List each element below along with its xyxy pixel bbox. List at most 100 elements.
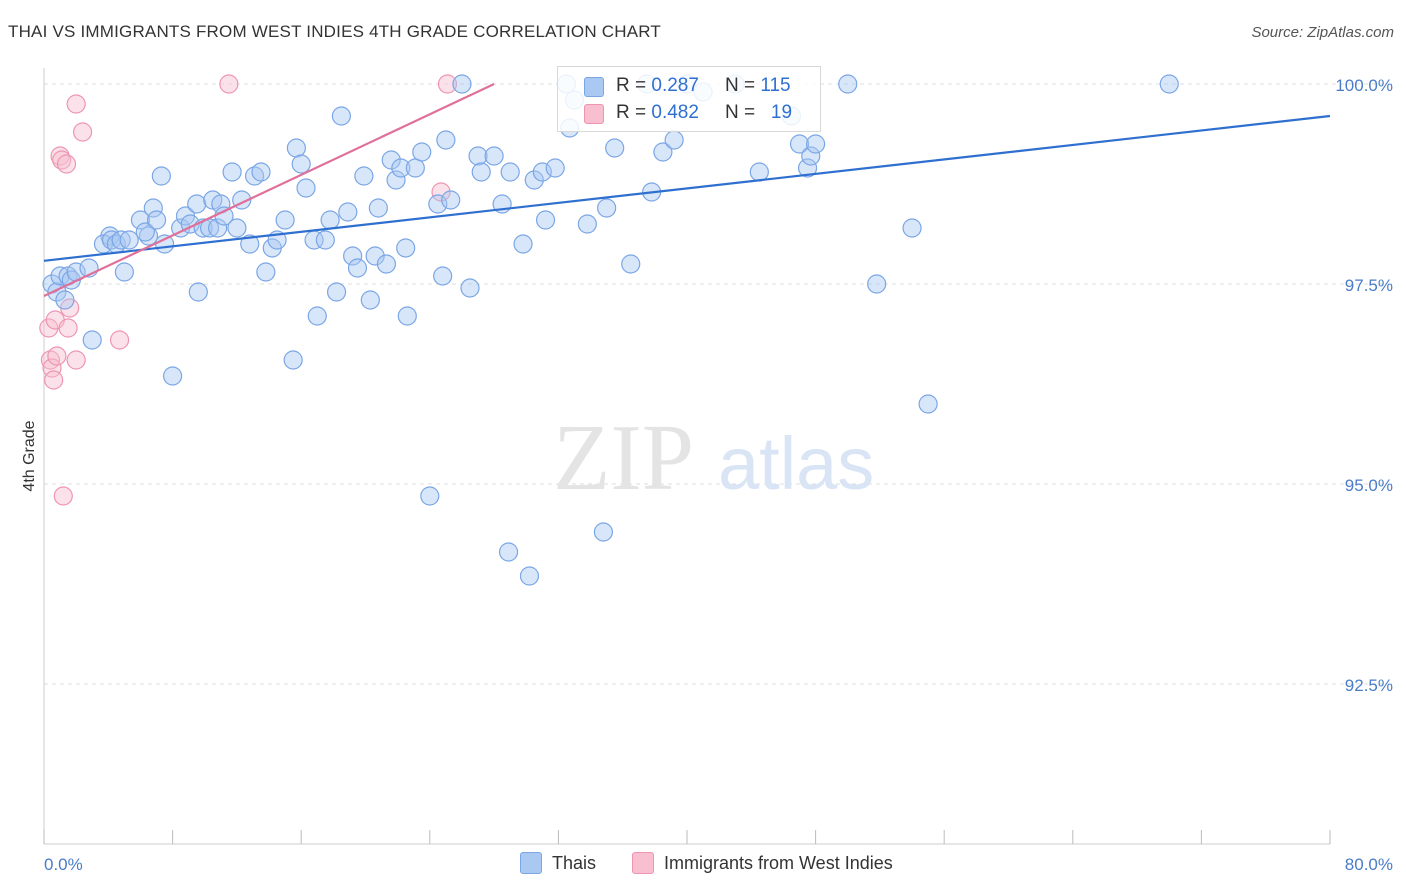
thais-point bbox=[130, 210, 151, 230]
thais-point bbox=[805, 134, 826, 154]
west-indies-point bbox=[42, 358, 62, 378]
thais-point bbox=[143, 198, 163, 218]
series-thais-points bbox=[42, 74, 1179, 586]
west-indies-point bbox=[66, 94, 86, 114]
series-legend-swatch-thais bbox=[520, 852, 542, 874]
legend-row-thais: R = 0.287 N = 115 bbox=[616, 73, 791, 99]
thais-point bbox=[405, 158, 425, 178]
thais-point bbox=[524, 170, 544, 190]
thais-trend-line bbox=[43, 114, 1331, 262]
series-legend-thais: Thais bbox=[520, 852, 596, 874]
thais-point bbox=[918, 394, 938, 414]
thais-point bbox=[187, 194, 207, 214]
y-axis-title: 4th Grade bbox=[21, 420, 38, 491]
y-tick-label: 100.0% bbox=[1335, 76, 1393, 95]
thais-point bbox=[789, 134, 810, 154]
thais-point bbox=[484, 146, 504, 166]
thais-point bbox=[391, 158, 411, 178]
thais-point bbox=[251, 162, 271, 182]
thais-point bbox=[343, 246, 363, 266]
legend-r-value-west-indies: 0.482 bbox=[651, 102, 699, 123]
thais-point bbox=[902, 218, 922, 238]
legend-swatch-west-indies bbox=[584, 104, 604, 124]
thais-point bbox=[593, 522, 614, 542]
trend-lines bbox=[43, 83, 1331, 297]
thais-point bbox=[326, 282, 347, 302]
stats-legend: R = 0.287 N = 115 R = 0.482 N = 19 bbox=[557, 66, 821, 132]
thais-point bbox=[222, 162, 242, 182]
west-indies-point bbox=[437, 74, 458, 94]
west-indies-point bbox=[47, 346, 67, 366]
series-legend-west-indies: Immigrants from West Indies bbox=[632, 852, 893, 874]
thais-point bbox=[151, 166, 171, 186]
thais-point bbox=[605, 138, 625, 158]
thais-point bbox=[347, 258, 368, 278]
thais-point bbox=[412, 142, 432, 162]
thais-point bbox=[240, 234, 260, 254]
thais-point bbox=[146, 210, 167, 230]
series-legend-label-west-indies: Immigrants from West Indies bbox=[664, 852, 893, 873]
thais-point bbox=[838, 74, 858, 94]
legend-r-label: R = bbox=[616, 75, 647, 96]
west-indies-point bbox=[44, 370, 64, 390]
thais-point bbox=[315, 230, 335, 250]
thais-point bbox=[532, 162, 552, 182]
thais-point bbox=[114, 262, 134, 282]
legend-r-label: R = bbox=[616, 102, 647, 123]
west-indies-point bbox=[72, 122, 93, 142]
x-ticks bbox=[43, 830, 1331, 844]
legend-n-value-west-indies: 19 bbox=[770, 102, 793, 123]
watermark-zip: ZIP bbox=[553, 406, 694, 510]
thais-point bbox=[381, 150, 401, 170]
thais-point bbox=[577, 214, 597, 234]
thais-point bbox=[500, 162, 520, 182]
y-tick-label: 95.0% bbox=[1345, 476, 1393, 495]
thais-point bbox=[307, 306, 327, 326]
thais-point bbox=[460, 278, 480, 298]
thais-point bbox=[82, 330, 102, 350]
series-legend-label-thais: Thais bbox=[552, 852, 597, 873]
west-indies-point bbox=[53, 486, 73, 506]
thais-point bbox=[1159, 74, 1179, 94]
thais-point bbox=[436, 130, 456, 150]
thais-point bbox=[119, 230, 139, 250]
west-indies-point bbox=[56, 154, 77, 174]
y-tick-label: 97.5% bbox=[1345, 276, 1393, 295]
thais-point bbox=[50, 266, 70, 286]
west-indies-point bbox=[66, 350, 86, 370]
thais-point bbox=[545, 158, 565, 178]
thais-point bbox=[256, 262, 276, 282]
thais-point bbox=[441, 190, 461, 210]
thais-point bbox=[275, 210, 295, 230]
thais-point bbox=[227, 218, 247, 238]
thais-point bbox=[471, 162, 491, 182]
thais-point bbox=[338, 202, 358, 222]
thais-point bbox=[320, 210, 340, 230]
thais-point bbox=[397, 306, 417, 326]
thais-point bbox=[519, 566, 540, 586]
thais-point bbox=[111, 230, 131, 250]
west-indies-point bbox=[431, 182, 451, 202]
west-indies-point bbox=[58, 318, 78, 338]
thais-point bbox=[498, 542, 519, 562]
legend-r-value-thais: 0.287 bbox=[651, 75, 699, 96]
x-tick-label-max: 80.0% bbox=[1345, 855, 1393, 874]
thais-point bbox=[396, 238, 416, 258]
thais-point bbox=[468, 146, 488, 166]
thais-point bbox=[283, 350, 303, 370]
thais-point bbox=[801, 146, 821, 166]
thais-point bbox=[664, 130, 684, 150]
thais-point bbox=[135, 222, 155, 242]
x-tick-label-min: 0.0% bbox=[44, 855, 83, 874]
thais-point bbox=[386, 170, 406, 190]
legend-n-label: N = bbox=[724, 75, 756, 96]
thais-point bbox=[597, 198, 617, 218]
thais-point bbox=[867, 274, 887, 294]
thais-point bbox=[368, 198, 388, 218]
thais-point bbox=[208, 218, 228, 238]
legend-n-value-thais: 115 bbox=[760, 75, 791, 96]
thais-point bbox=[433, 266, 453, 286]
thais-point bbox=[331, 106, 351, 126]
thais-point bbox=[154, 234, 175, 254]
series-west-indies-points bbox=[39, 74, 458, 506]
